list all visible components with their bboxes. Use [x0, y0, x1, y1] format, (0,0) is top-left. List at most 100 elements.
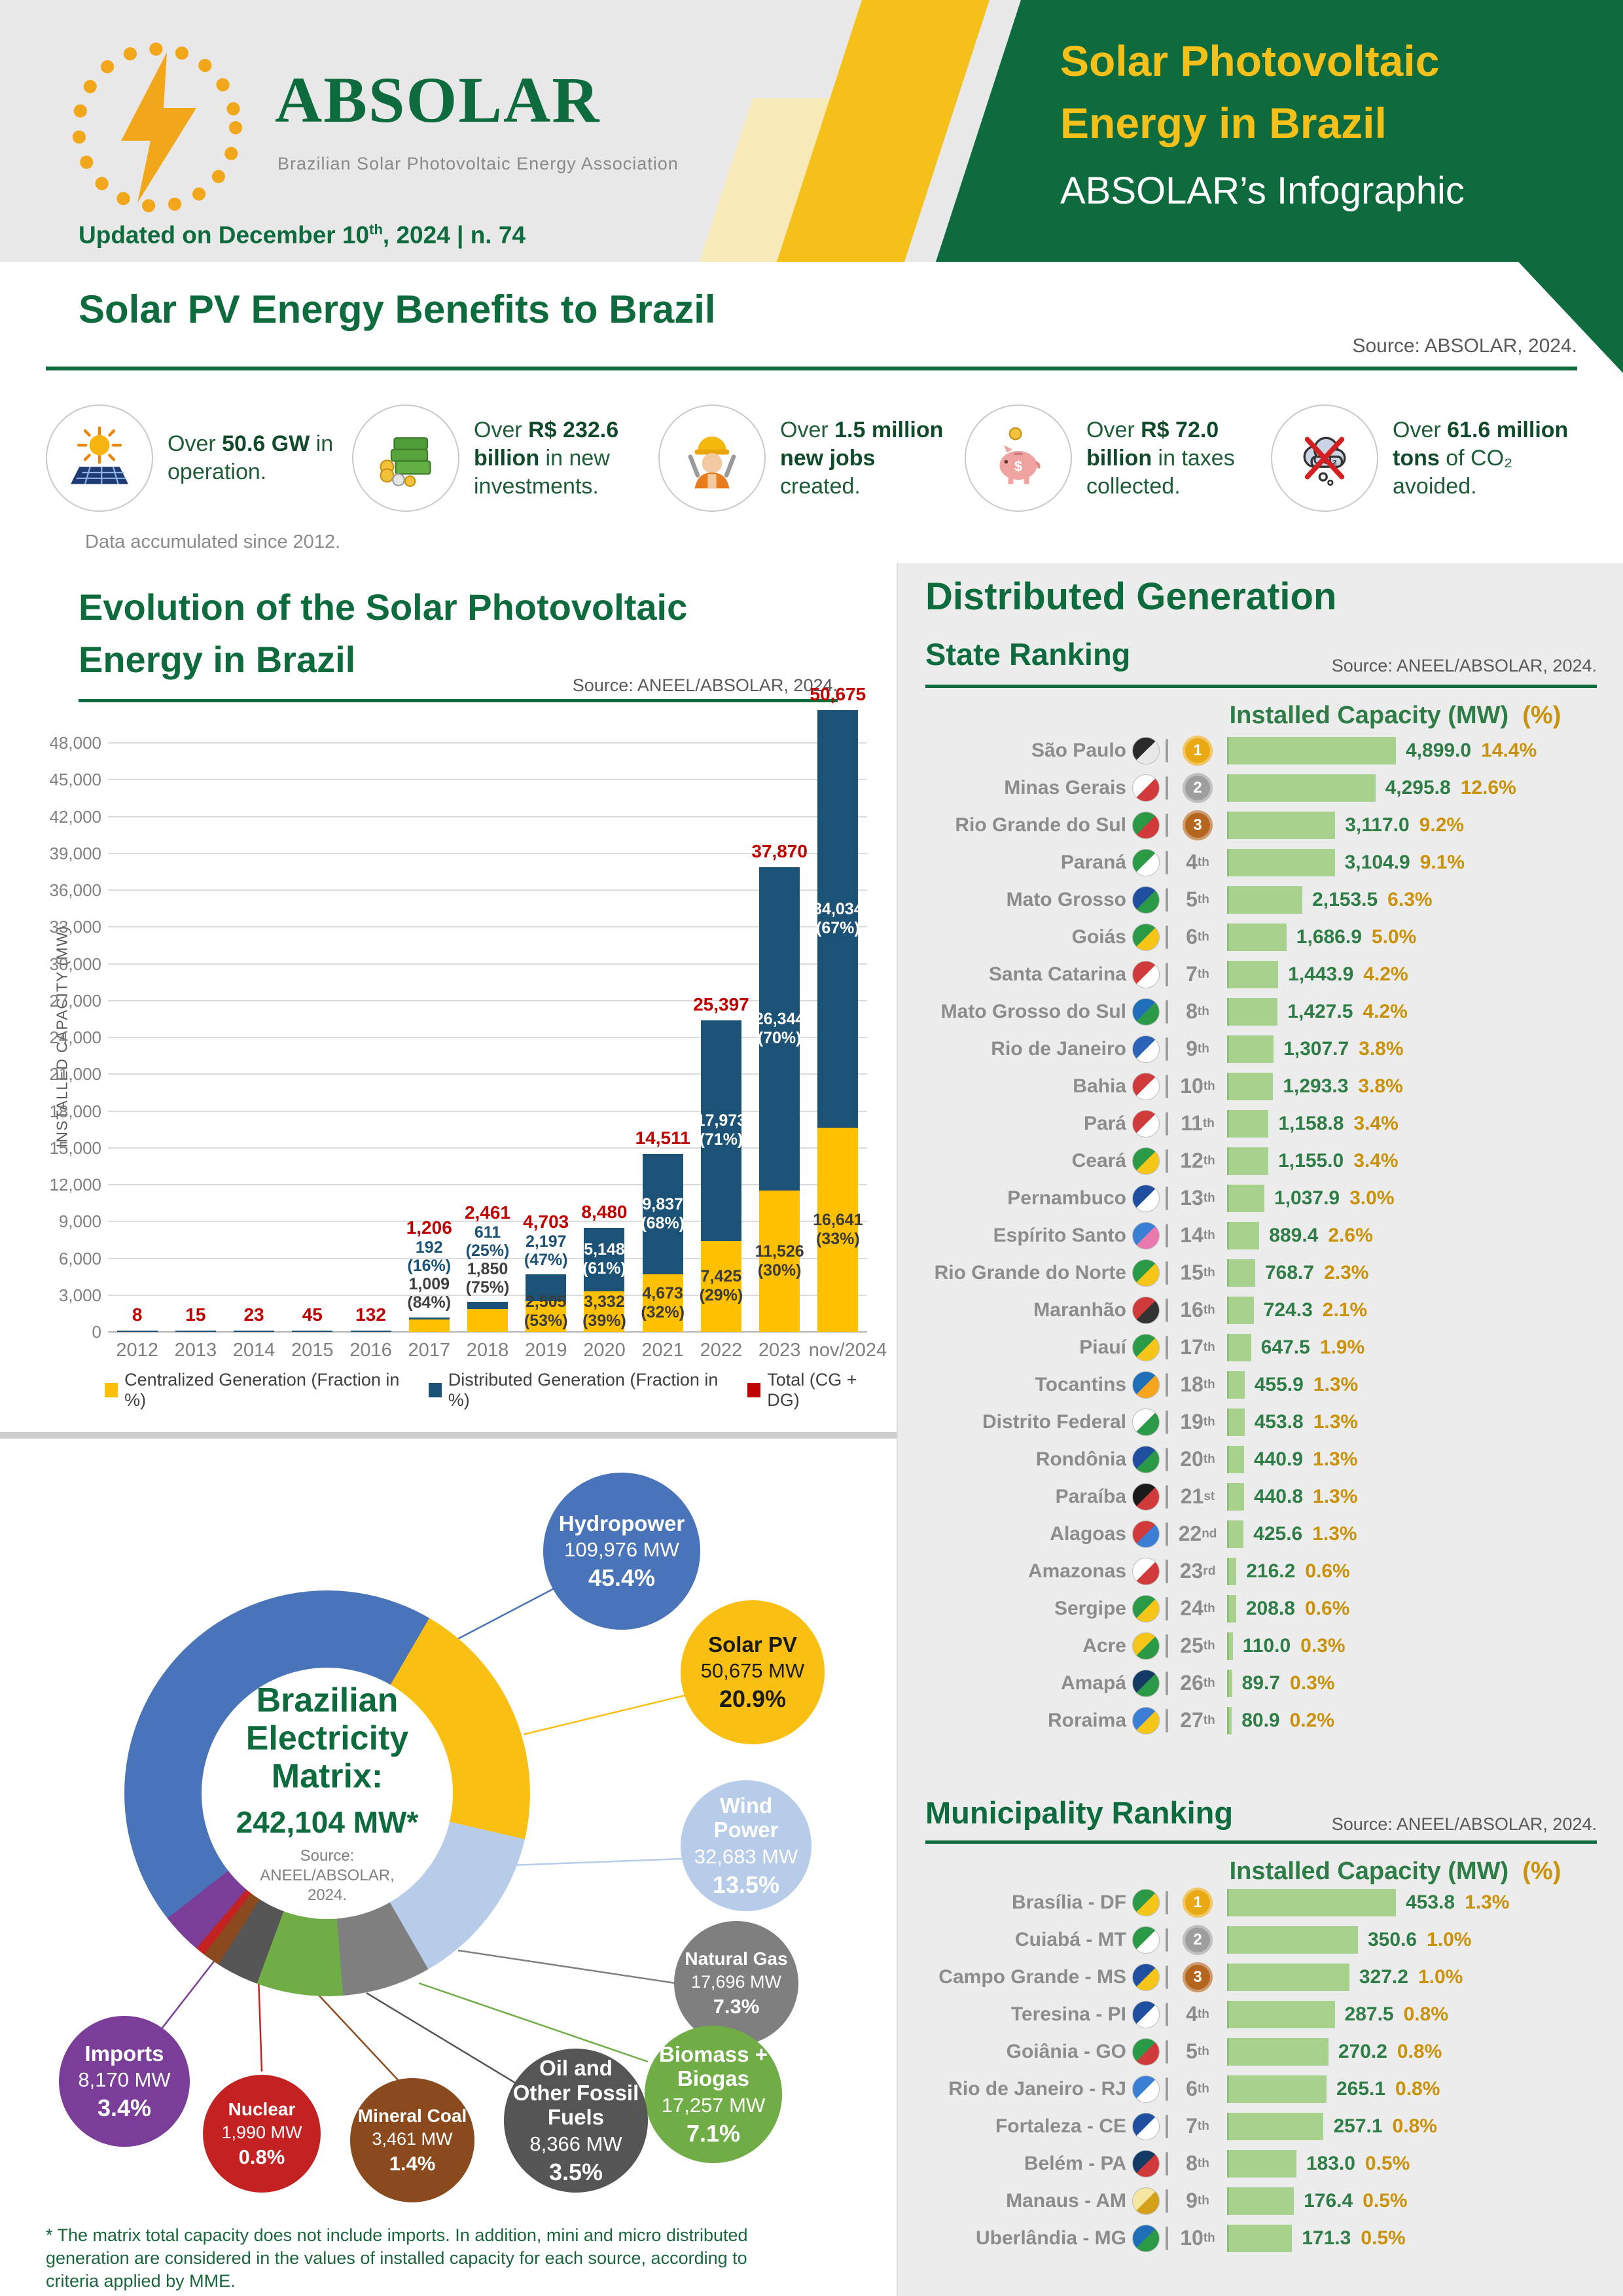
x-tick-label: 2020 [583, 1340, 626, 1361]
distributed-generation-bar [467, 1301, 508, 1310]
legend-swatch [747, 1383, 761, 1397]
gridline [108, 1221, 867, 1223]
state-ranking-source: Source: ANEEL/ABSOLAR, 2024. [1331, 656, 1597, 675]
slice-name: Nuclear [228, 2098, 296, 2119]
total-label: 37,870 [751, 840, 808, 861]
distributed-generation-bar [817, 709, 859, 1128]
capacity-percent: 0.8% [1392, 2115, 1437, 2137]
dg-title: Distributed Generation [925, 575, 1337, 618]
bar-column-2021: 9,837 (68%) 4,673 (32%) 14,511 [633, 710, 692, 1332]
y-tick-label: 9,000 [58, 1211, 101, 1232]
x-tick-label: 2021 [641, 1340, 684, 1361]
bar-column-nov-2024: 34,034 (67%) 16,641 (33%) 50,675 [809, 684, 867, 1332]
evolution-source: Source: ANEEL/ABSOLAR, 2024. [572, 675, 838, 695]
bar-labels-above: 8 [92, 1304, 183, 1325]
capacity-value: 216.2 [1246, 1560, 1296, 1582]
bar-labels-above: 15 [150, 1304, 241, 1325]
municipality-ranking-source: Source: ANEEL/ABSOLAR, 2024. [1331, 1814, 1597, 1834]
slice-pct: 45.4% [588, 1564, 656, 1592]
y-tick-label: 27,000 [49, 990, 101, 1011]
ranking-name: Acre [1082, 1634, 1126, 1657]
ranking-name: Espírito Santo [993, 1224, 1126, 1246]
ranking-name: Mato Grosso do Sul [940, 1000, 1126, 1022]
slice-name: Mineral Coal [357, 2105, 467, 2126]
capacity-value: 265.1 [1336, 2077, 1386, 2100]
capacity-value: 208.8 [1245, 1597, 1295, 1619]
bar-labels-above: 50,675 [792, 684, 883, 705]
ranking-bar-zone: 1,307.7 3.8% [1227, 1035, 1597, 1063]
cg-value-label: 7,425 (29%) [699, 1267, 743, 1305]
capacity-value: 270.2 [1338, 2040, 1387, 2062]
flag-sao-paulo-icon [1132, 736, 1160, 764]
y-tick-label: 48,000 [49, 733, 101, 753]
ranking-bar-zone: 216.2 0.6% [1227, 1557, 1597, 1585]
bar-labels-above: 25,397 [675, 994, 767, 1015]
ranking-bar-zone: 208.8 0.6% [1227, 1594, 1597, 1623]
capacity-bar [1227, 1926, 1358, 1954]
divider [1166, 1298, 1168, 1322]
y-tick-label: 6,000 [58, 1248, 101, 1268]
flag-parana-icon [1132, 848, 1160, 876]
divider [1166, 813, 1168, 837]
ranking-name: Ceará [1071, 1149, 1126, 1172]
capacity-percent: 12.6% [1460, 776, 1516, 798]
slice-name: Oil and Other Fossil Fuels [512, 2055, 639, 2130]
ranking-bar-zone: 265.1 0.8% [1227, 2075, 1597, 2103]
divider [1166, 1037, 1168, 1061]
bar-column-2012: 8 [108, 710, 166, 1332]
ranking-bar-zone: 257.1 0.8% [1227, 2112, 1597, 2140]
capacity-value: 724.3 [1263, 1299, 1313, 1321]
flag-distrito-federal-icon [1132, 1408, 1160, 1436]
rank-badge: 3 [1174, 810, 1221, 840]
capacity-bar [1227, 1296, 1254, 1324]
cg-value-label: 4,673 (32%) [641, 1284, 685, 1322]
capacity-percent: 0.5% [1363, 2189, 1408, 2212]
flag-ceara-icon [1132, 1147, 1160, 1175]
rank-badge: 3 [1174, 1962, 1221, 1992]
flag-belem-pa-icon [1132, 2149, 1160, 2178]
ranking-bar-zone: 455.9 1.3% [1227, 1371, 1597, 1399]
cg-value-label: 3,332 (39%) [582, 1292, 626, 1330]
total-label: 23 [243, 1304, 264, 1325]
slice-name: Biomass + Biogas [659, 2041, 768, 2091]
distributed-generation-bar [292, 1331, 333, 1332]
ranking-name: Bahia [1073, 1075, 1126, 1097]
capacity-value: 4,899.0 [1406, 739, 1472, 761]
flag-rio-grande-do-norte-icon [1132, 1259, 1160, 1287]
gridline [108, 816, 867, 817]
ranking-bar-zone: 2,153.5 6.3% [1227, 886, 1597, 914]
divider [1166, 1261, 1168, 1285]
capacity-bar [1227, 2224, 1293, 2252]
divider [1166, 2002, 1168, 2026]
municipality-ranking-underline [925, 1840, 1597, 1844]
evolution-legend: Centralized Generation (Fraction in %) Di… [105, 1370, 883, 1410]
y-tick-label: 42,000 [49, 806, 101, 827]
capacity-bar [1227, 1482, 1244, 1511]
divider [1166, 1671, 1168, 1695]
capacity-value: 768.7 [1265, 1261, 1315, 1283]
capacity-value: 1,037.9 [1274, 1187, 1340, 1209]
ranking-bar-zone: 80.9 0.2% [1227, 1706, 1597, 1734]
cg-value-label: 11,526 (30%) [755, 1242, 804, 1280]
ranking-bar-zone: 647.5 1.9% [1227, 1333, 1597, 1361]
flag-mato-grosso-icon [1132, 886, 1160, 914]
bar-labels-above: 2,461 611 (25%) 1,850 (75%) [442, 1202, 533, 1297]
legend-swatch [428, 1383, 442, 1397]
divider [1166, 2039, 1168, 2064]
slice-pct: 20.9% [719, 1685, 787, 1713]
capacity-value: 287.5 [1344, 2003, 1394, 2025]
x-tick-label: 2018 [466, 1340, 509, 1361]
bar-labels-above: 23 [208, 1304, 300, 1325]
ranking-row-rio-grande-do-sul: Rio Grande do Sul 3 3,117.0 9.2% [925, 806, 1597, 844]
capacity-bar [1227, 1259, 1255, 1287]
gridline [108, 1331, 867, 1333]
slice-name: Imports [84, 2041, 164, 2066]
